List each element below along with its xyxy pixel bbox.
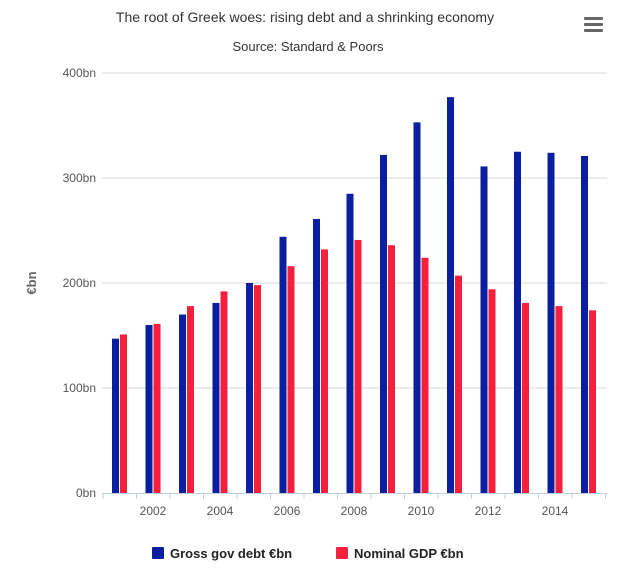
- bar-gross-debt-2001[interactable]: [112, 338, 119, 493]
- bars: [112, 97, 596, 494]
- chart-subtitle: Source: Standard & Poors: [232, 39, 384, 54]
- bar-nominal-gdp-2004[interactable]: [220, 291, 228, 493]
- bar-nominal-gdp-2001[interactable]: [120, 334, 127, 493]
- bar-nominal-gdp-2002[interactable]: [153, 323, 161, 493]
- x-tick-label: 2008: [341, 504, 368, 518]
- legend-item-nominal-gdp[interactable]: Nominal GDP €bn: [336, 546, 464, 561]
- legend-label-nominal-gdp: Nominal GDP €bn: [354, 546, 464, 561]
- bar-nominal-gdp-2010[interactable]: [421, 257, 429, 493]
- x-axis-ticks: 2002 2004 2006 2008 2010 2012 2014: [102, 493, 606, 518]
- bar-gross-debt-2014[interactable]: [547, 152, 555, 494]
- bar-nominal-gdp-2008[interactable]: [354, 239, 362, 493]
- y-tick-label: 100bn: [63, 381, 96, 395]
- bar-nominal-gdp-2009[interactable]: [388, 245, 395, 493]
- chart-title: The root of Greek woes: rising debt and …: [116, 9, 494, 25]
- bar-gross-debt-2007[interactable]: [313, 218, 320, 493]
- y-tick-label: 0bn: [76, 486, 96, 500]
- legend-item-gross-debt[interactable]: Gross gov debt €bn: [152, 546, 292, 561]
- y-axis-label: €bn: [24, 271, 39, 294]
- legend: Gross gov debt €bn Nominal GDP €bn: [152, 546, 464, 561]
- bar-gross-debt-2011[interactable]: [447, 97, 454, 494]
- bar-gross-debt-2004[interactable]: [212, 302, 220, 493]
- bar-gross-debt-2002[interactable]: [145, 325, 153, 493]
- x-tick-label: 2002: [140, 504, 167, 518]
- bar-nominal-gdp-2011[interactable]: [455, 275, 462, 493]
- bar-gross-debt-2010[interactable]: [413, 122, 421, 493]
- x-tick-label: 2014: [542, 504, 569, 518]
- bar-gross-debt-2015[interactable]: [581, 155, 588, 493]
- y-tick-label: 200bn: [63, 276, 96, 290]
- bar-gross-debt-2005[interactable]: [246, 283, 253, 493]
- bar-nominal-gdp-2005[interactable]: [254, 285, 261, 493]
- bar-nominal-gdp-2012[interactable]: [488, 289, 496, 493]
- x-tick-label: 2010: [408, 504, 435, 518]
- x-tick-label: 2012: [475, 504, 502, 518]
- y-axis-ticks: 0bn 100bn 200bn 300bn 400bn: [63, 66, 96, 500]
- legend-label-gross-debt: Gross gov debt €bn: [170, 546, 292, 561]
- y-tick-label: 300bn: [63, 171, 96, 185]
- bar-nominal-gdp-2013[interactable]: [522, 302, 529, 493]
- bar-gross-debt-2013[interactable]: [514, 151, 521, 493]
- bar-gross-debt-2009[interactable]: [380, 154, 387, 493]
- bar-nominal-gdp-2003[interactable]: [187, 306, 194, 493]
- hamburger-menu-icon[interactable]: [578, 4, 608, 34]
- bar-nominal-gdp-2015[interactable]: [589, 310, 596, 493]
- y-tick-label: 400bn: [63, 66, 96, 80]
- bar-gross-debt-2003[interactable]: [179, 314, 186, 494]
- bar-gross-debt-2012[interactable]: [480, 166, 488, 493]
- bar-nominal-gdp-2014[interactable]: [555, 306, 563, 493]
- x-tick-label: 2004: [207, 504, 234, 518]
- bar-gross-debt-2008[interactable]: [346, 193, 354, 493]
- x-tick-label: 2006: [274, 504, 301, 518]
- bar-nominal-gdp-2006[interactable]: [287, 266, 295, 493]
- bar-gross-debt-2006[interactable]: [279, 236, 287, 494]
- bar-nominal-gdp-2007[interactable]: [321, 249, 328, 493]
